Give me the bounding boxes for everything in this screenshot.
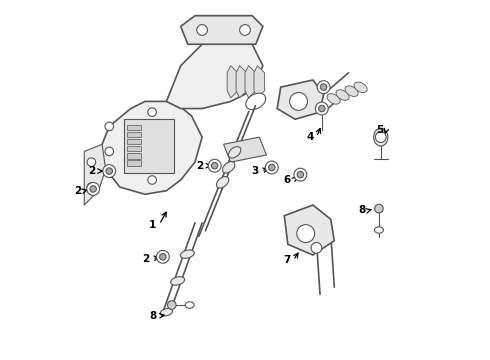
- Circle shape: [208, 159, 221, 172]
- Circle shape: [266, 161, 278, 174]
- Circle shape: [240, 24, 250, 35]
- Circle shape: [375, 132, 386, 143]
- Bar: [127, 139, 142, 144]
- Bar: [127, 160, 142, 166]
- Circle shape: [375, 204, 383, 213]
- Ellipse shape: [374, 227, 383, 233]
- Text: 2: 2: [74, 186, 81, 196]
- Circle shape: [211, 162, 218, 169]
- Circle shape: [87, 158, 96, 166]
- Ellipse shape: [327, 94, 340, 104]
- Circle shape: [156, 250, 169, 263]
- Circle shape: [297, 171, 304, 178]
- Ellipse shape: [160, 309, 172, 316]
- Circle shape: [290, 93, 308, 111]
- Polygon shape: [284, 205, 334, 255]
- Polygon shape: [123, 119, 173, 173]
- Circle shape: [197, 24, 207, 35]
- Circle shape: [297, 225, 315, 243]
- Ellipse shape: [336, 90, 349, 100]
- Ellipse shape: [246, 93, 266, 109]
- Bar: [127, 125, 142, 130]
- Polygon shape: [167, 37, 263, 109]
- Text: 7: 7: [283, 255, 291, 265]
- Circle shape: [106, 168, 113, 174]
- Ellipse shape: [180, 250, 194, 258]
- Circle shape: [87, 183, 96, 192]
- Polygon shape: [277, 80, 323, 119]
- Circle shape: [168, 301, 176, 309]
- Circle shape: [103, 165, 116, 177]
- Polygon shape: [181, 16, 263, 44]
- Polygon shape: [227, 66, 238, 98]
- Circle shape: [90, 186, 97, 192]
- Ellipse shape: [354, 82, 367, 93]
- Ellipse shape: [228, 147, 241, 158]
- Circle shape: [294, 168, 307, 181]
- Circle shape: [317, 81, 330, 94]
- Text: 1: 1: [149, 220, 156, 230]
- Ellipse shape: [171, 277, 185, 285]
- Ellipse shape: [345, 86, 358, 96]
- Text: 5: 5: [376, 125, 383, 135]
- Circle shape: [160, 253, 166, 260]
- Polygon shape: [236, 66, 247, 98]
- Circle shape: [318, 105, 325, 112]
- Circle shape: [311, 243, 322, 253]
- Circle shape: [320, 84, 327, 90]
- Circle shape: [316, 102, 328, 115]
- Circle shape: [148, 108, 156, 116]
- Polygon shape: [245, 66, 256, 98]
- Circle shape: [105, 122, 114, 131]
- Text: 8: 8: [358, 205, 366, 215]
- Bar: [127, 146, 142, 152]
- Circle shape: [148, 176, 156, 184]
- Polygon shape: [223, 137, 267, 162]
- Ellipse shape: [217, 177, 229, 188]
- Bar: [127, 153, 142, 158]
- Ellipse shape: [222, 162, 235, 173]
- Text: 2: 2: [142, 253, 149, 264]
- Text: 2: 2: [89, 166, 96, 176]
- Polygon shape: [84, 144, 106, 205]
- Circle shape: [269, 164, 275, 171]
- Text: 3: 3: [251, 166, 258, 176]
- Ellipse shape: [373, 128, 388, 146]
- Polygon shape: [98, 102, 202, 194]
- Text: 6: 6: [283, 175, 291, 185]
- Polygon shape: [254, 66, 265, 98]
- Text: 2: 2: [196, 161, 203, 171]
- Circle shape: [87, 183, 99, 195]
- Circle shape: [105, 147, 114, 156]
- Bar: [127, 132, 142, 137]
- Ellipse shape: [185, 302, 194, 308]
- Text: 4: 4: [306, 132, 314, 142]
- Text: 8: 8: [149, 311, 156, 321]
